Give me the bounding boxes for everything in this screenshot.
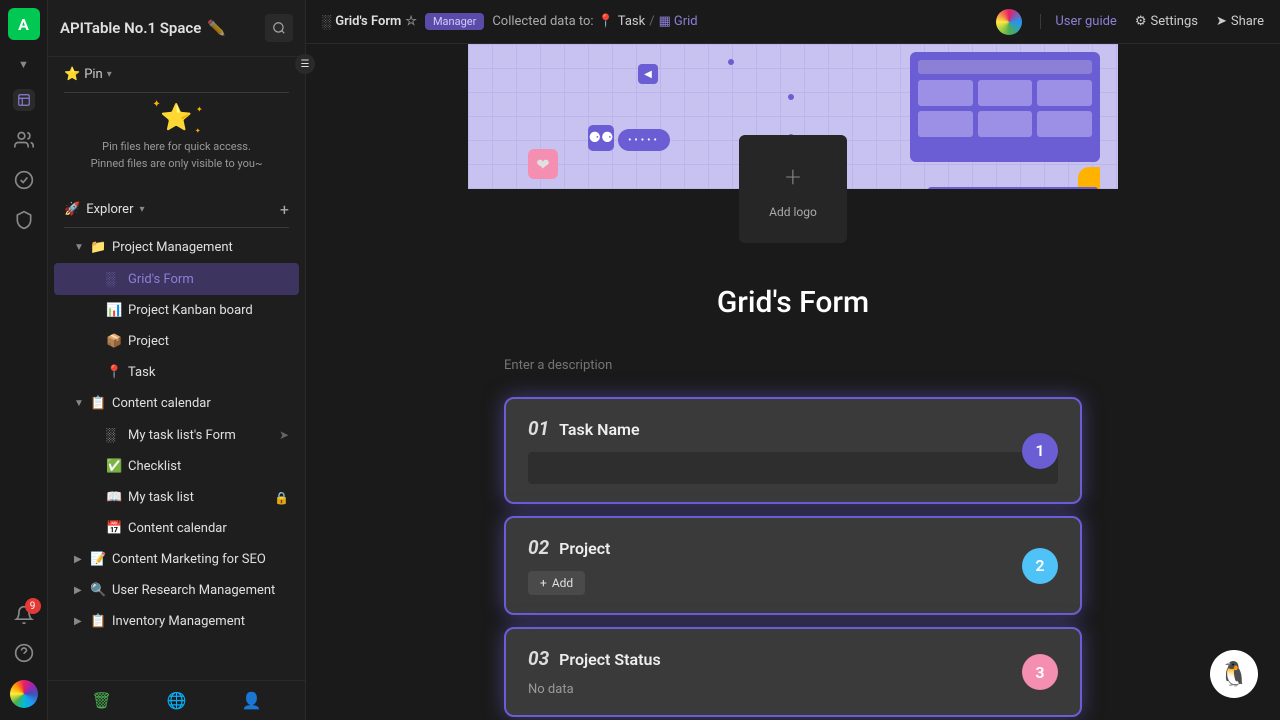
pin-help-text: Pin files here for quick access.Pinned f…	[72, 139, 281, 172]
assistant-mascot[interactable]: 🐧	[1210, 650, 1258, 698]
trash-icon[interactable]: 🗑	[91, 691, 111, 710]
invite-icon[interactable]: 👤	[242, 691, 262, 710]
contacts-icon[interactable]	[13, 129, 35, 151]
heart-icon: ❤	[528, 149, 558, 179]
sidebar-footer: 🗑 🌐 👤	[48, 680, 305, 720]
form-field-card[interactable]: 02Project+ Add2	[504, 516, 1082, 615]
grid-icon: ▦	[659, 14, 671, 29]
text-input[interactable]	[528, 452, 1058, 484]
main-area: ░ Grid's Form ☆ Manager Collected data t…	[306, 0, 1280, 720]
role-badge: Manager	[425, 13, 484, 30]
add-node-button[interactable]: +	[280, 200, 289, 219]
workspace-title[interactable]: APITable No.1 Space ✏️	[60, 19, 257, 37]
tree-item[interactable]: ░My task list's Form➤	[54, 419, 299, 451]
collected-label: Collected data to: 📍 Task / ▦ Grid	[492, 14, 697, 29]
tree-item[interactable]: ▶🔍User Research Management	[54, 575, 299, 606]
tree-item[interactable]: ▶📝Content Marketing for SEO	[54, 544, 299, 575]
crumb-datasheet[interactable]: Task	[618, 14, 645, 29]
tree-item[interactable]: 📍Task	[54, 357, 299, 388]
field-number-badge: 3	[1022, 654, 1058, 690]
form-field-card[interactable]: 03Project StatusNo data3	[504, 627, 1082, 717]
form-icon: ░	[322, 14, 331, 30]
plus-icon: +	[540, 576, 547, 590]
workbench-icon[interactable]	[13, 89, 35, 111]
tree-item[interactable]: ▶📋Inventory Management	[54, 606, 299, 637]
left-icon-bar: A ▼ 9	[0, 0, 48, 720]
chevron-down-icon[interactable]: ▼	[18, 58, 29, 71]
file-tree: ▼📁Project Management░Grid's Form📊Project…	[48, 228, 305, 680]
topbar: ░ Grid's Form ☆ Manager Collected data t…	[306, 0, 1280, 44]
help-icon[interactable]	[13, 642, 35, 664]
tree-item[interactable]: ▼📋Content calendar	[54, 388, 299, 419]
explorer-header[interactable]: 🚀 Explorer ▾ +	[48, 192, 305, 227]
search-button[interactable]	[265, 14, 293, 42]
breadcrumb-form[interactable]: ░ Grid's Form ☆	[322, 14, 417, 30]
lock-icon: 🔒	[274, 491, 289, 505]
field-number-badge: 2	[1022, 548, 1058, 584]
tree-item[interactable]: 📖My task list🔒	[54, 482, 299, 513]
crumb-view[interactable]: ▦ Grid	[659, 14, 698, 29]
planet-icon[interactable]: 🌐	[167, 691, 187, 710]
send-icon: ➤	[1216, 14, 1227, 29]
add-logo-button[interactable]: + Add logo	[739, 135, 847, 243]
form-description-input[interactable]	[504, 352, 1082, 379]
tree-item[interactable]: ░Grid's Form	[54, 263, 299, 295]
star-icon[interactable]: ☆	[405, 14, 417, 29]
app-logo-icon[interactable]	[10, 680, 38, 708]
no-data-text: No data	[528, 682, 1058, 697]
send-icon: ➤	[279, 428, 289, 442]
management-icon[interactable]	[13, 209, 35, 231]
gear-icon: ⚙	[1135, 14, 1147, 29]
share-button[interactable]: ➤ Share	[1216, 14, 1264, 29]
settings-button[interactable]: ⚙ Settings	[1135, 14, 1198, 29]
template-icon[interactable]	[13, 169, 35, 191]
tree-item[interactable]: 📦Project	[54, 326, 299, 357]
field-number-badge: 1	[1022, 433, 1058, 469]
tree-item[interactable]: ▼📁Project Management	[54, 232, 299, 263]
form-title[interactable]: Grid's Form	[468, 285, 1118, 320]
form-content: ❤ ⚈⚈ ••••• ◀ + Add logo Grid's Form 01Ta…	[306, 44, 1280, 720]
sidebar: APITable No.1 Space ✏️ ☰ ⭐ Pin ▾ ⭐✦✦✦ Pi…	[48, 0, 306, 720]
pin-icon: 📍	[598, 14, 614, 29]
workspace-badge[interactable]: A	[8, 8, 40, 40]
tree-item[interactable]: 📅Content calendar	[54, 513, 299, 544]
notification-badge: 9	[25, 598, 41, 614]
sidebar-collapse-handle[interactable]: ☰	[295, 54, 315, 74]
pin-star-icon: ⭐✦✦✦	[160, 103, 192, 133]
tree-item[interactable]: 📊Project Kanban board	[54, 295, 299, 326]
edit-icon: ✏️	[207, 19, 226, 37]
user-avatar[interactable]	[996, 9, 1022, 35]
pin-section: ⭐ Pin ▾ ⭐✦✦✦ Pin files here for quick ac…	[48, 57, 305, 192]
robot-icon: ⚈⚈	[588, 125, 614, 151]
form-field-card[interactable]: 01Task Name1	[504, 397, 1082, 504]
plus-icon: +	[785, 160, 801, 193]
tree-item[interactable]: ✅Checklist	[54, 451, 299, 482]
notification-icon[interactable]: 9	[13, 604, 35, 626]
user-guide-link[interactable]: User guide	[1040, 14, 1117, 29]
pin-header[interactable]: ⭐ Pin ▾	[64, 67, 289, 82]
add-link-button[interactable]: + Add	[528, 571, 585, 595]
